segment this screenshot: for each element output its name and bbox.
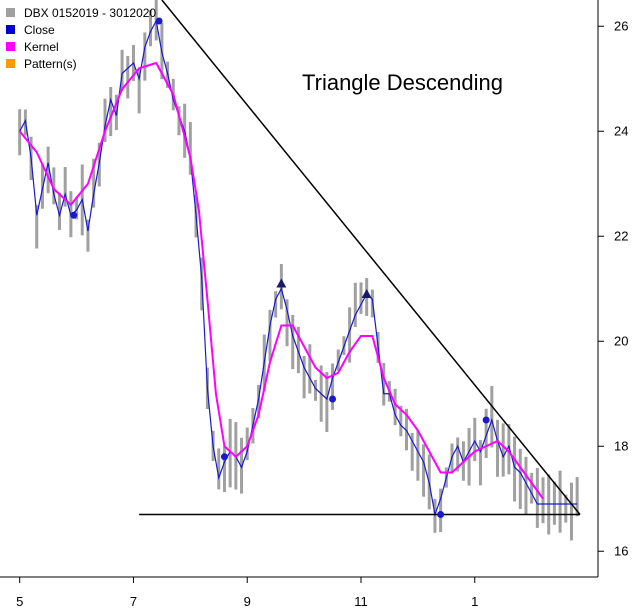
peak-marker <box>276 278 287 288</box>
legend-swatch-bars <box>6 8 15 17</box>
pivot-marker <box>437 511 445 518</box>
y-tick-label: 24 <box>614 123 628 138</box>
pivot-marker <box>482 416 490 424</box>
legend-label-bars: DBX 0152019 - 3012020 <box>24 6 156 20</box>
close-series-layer <box>19 19 578 517</box>
legend-swatch-kernel <box>6 42 15 51</box>
markers-layer <box>70 17 490 518</box>
pivot-marker <box>70 211 78 219</box>
legend-label-kernel: Kernel <box>24 40 59 54</box>
pivot-marker <box>329 395 337 403</box>
x-axis: 5 7 9 11 1 <box>16 577 478 609</box>
x-tick-label: 9 <box>244 594 251 609</box>
x-tick-label: 11 <box>354 594 368 609</box>
x-tick-label: 5 <box>16 594 23 609</box>
kernel-series-line <box>18 61 544 500</box>
pattern-annotation: Triangle Descending <box>302 70 503 95</box>
pattern-lines-layer <box>139 0 581 516</box>
legend: DBX 0152019 - 3012020 Close Kernel Patte… <box>6 6 156 71</box>
y-tick-label: 26 <box>614 18 628 33</box>
legend-swatch-pattern <box>6 59 15 68</box>
legend-label-pattern: Pattern(s) <box>24 57 77 71</box>
y-axis: 16 18 20 22 24 26 <box>598 18 628 558</box>
price-bars-layer <box>18 0 579 541</box>
y-tick-label: 18 <box>614 438 628 453</box>
y-tick-label: 22 <box>614 228 628 243</box>
legend-swatch-close <box>6 25 15 34</box>
pivot-marker <box>155 17 163 25</box>
peak-marker <box>361 289 372 298</box>
x-tick-label: 1 <box>471 594 478 609</box>
pattern-resistance-line <box>161 0 581 515</box>
close-series-line <box>19 19 578 517</box>
pivot-marker <box>220 453 228 461</box>
y-tick-label: 16 <box>614 543 628 558</box>
y-tick-label: 20 <box>614 333 628 348</box>
legend-label-close: Close <box>24 23 55 37</box>
x-tick-label: 7 <box>130 594 137 609</box>
kernel-series-layer <box>18 61 544 500</box>
